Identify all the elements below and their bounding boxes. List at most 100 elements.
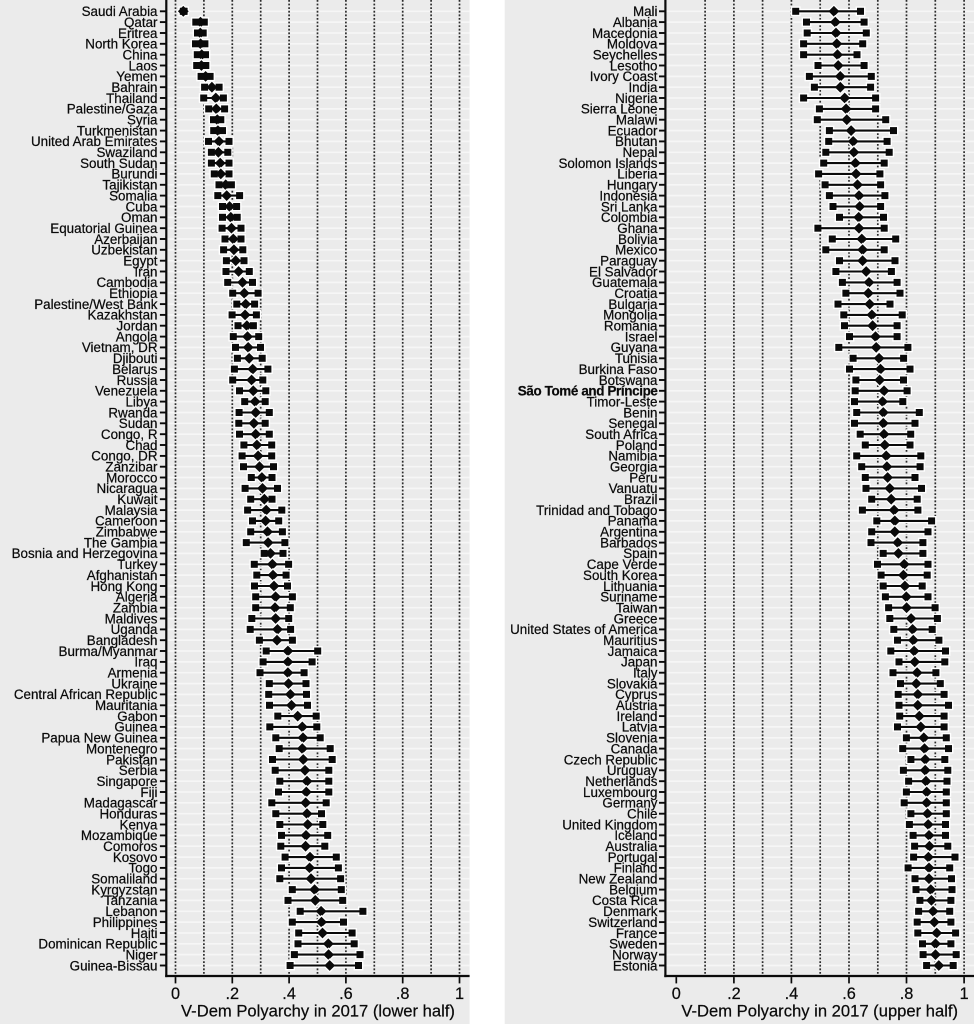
- svg-text:.6: .6: [842, 985, 856, 1003]
- svg-text:Spain: Spain: [623, 546, 657, 561]
- svg-text:.4: .4: [282, 985, 296, 1003]
- svg-text:Comoros: Comoros: [103, 839, 158, 854]
- svg-text:Guatemala: Guatemala: [592, 275, 658, 290]
- svg-text:V-Dem Polyarchy in 2017 (lower: V-Dem Polyarchy in 2017 (lower half): [181, 1001, 455, 1020]
- svg-text:Serbia: Serbia: [119, 763, 158, 778]
- svg-text:Venezuela: Venezuela: [95, 384, 158, 399]
- svg-text:Philippines: Philippines: [93, 915, 158, 930]
- svg-text:Somaliland: Somaliland: [91, 872, 157, 887]
- svg-text:Cameroon: Cameroon: [95, 514, 158, 529]
- svg-text:Pakistan: Pakistan: [106, 752, 157, 767]
- svg-text:Central African Republic: Central African Republic: [14, 687, 158, 702]
- svg-text:Palestine/West Bank: Palestine/West Bank: [34, 297, 158, 312]
- svg-text:Bosnia and Herzegovina: Bosnia and Herzegovina: [12, 546, 158, 561]
- svg-text:1: 1: [455, 985, 464, 1003]
- svg-text:Rwanda: Rwanda: [108, 405, 158, 420]
- svg-text:Armenia: Armenia: [108, 666, 158, 681]
- svg-text:Somalia: Somalia: [109, 188, 158, 203]
- svg-text:Barbados: Barbados: [600, 535, 658, 550]
- svg-text:Nepal: Nepal: [623, 145, 658, 160]
- svg-text:Afghanistan: Afghanistan: [87, 568, 158, 583]
- svg-text:Burma/Myanmar: Burma/Myanmar: [59, 644, 159, 659]
- svg-text:Costa Rica: Costa Rica: [592, 893, 658, 908]
- svg-text:Jordan: Jordan: [117, 319, 158, 334]
- svg-text:São Tomé and Príncipe: São Tomé and Príncipe: [518, 384, 658, 399]
- svg-text:Iran: Iran: [134, 264, 157, 279]
- svg-text:Oman: Oman: [121, 210, 157, 225]
- svg-text:Kyrgyzstan: Kyrgyzstan: [91, 882, 157, 897]
- svg-text:Timor-Leste: Timor-Leste: [587, 394, 658, 409]
- svg-text:Liberia: Liberia: [617, 167, 658, 182]
- svg-text:Tunisia: Tunisia: [615, 351, 658, 366]
- svg-text:Egypt: Egypt: [123, 254, 158, 269]
- svg-text:.2: .2: [727, 985, 741, 1003]
- svg-text:Mauritania: Mauritania: [95, 698, 158, 713]
- svg-text:Netherlands: Netherlands: [585, 774, 658, 789]
- svg-text:Sudan: Sudan: [119, 416, 158, 431]
- svg-text:Chad: Chad: [125, 438, 157, 453]
- svg-text:Canada: Canada: [611, 741, 658, 756]
- svg-text:Bahrain: Bahrain: [111, 80, 157, 95]
- svg-text:Nicaragua: Nicaragua: [96, 481, 158, 496]
- svg-text:Croatia: Croatia: [614, 286, 658, 301]
- svg-text:Peru: Peru: [629, 470, 657, 485]
- svg-text:Burkina Faso: Burkina Faso: [579, 362, 658, 377]
- svg-text:Finland: Finland: [614, 861, 658, 876]
- svg-text:Yemen: Yemen: [116, 69, 157, 84]
- svg-text:Mauritius: Mauritius: [603, 633, 658, 648]
- svg-text:Lebanon: Lebanon: [105, 904, 157, 919]
- svg-text:Malawi: Malawi: [616, 113, 658, 128]
- svg-text:V-Dem Polyarchy in 2017 (upper: V-Dem Polyarchy in 2017 (upper half): [681, 1001, 958, 1020]
- svg-text:Eritrea: Eritrea: [118, 26, 158, 41]
- svg-text:Iraq: Iraq: [134, 655, 157, 670]
- svg-text:Suriname: Suriname: [600, 590, 657, 605]
- svg-text:Haiti: Haiti: [131, 926, 158, 941]
- svg-text:Djibouti: Djibouti: [113, 351, 158, 366]
- svg-text:Austria: Austria: [616, 698, 658, 713]
- svg-text:0: 0: [171, 985, 180, 1003]
- svg-text:Mongolia: Mongolia: [603, 308, 658, 323]
- svg-text:Congo, DR: Congo, DR: [91, 449, 158, 464]
- svg-text:Mali: Mali: [633, 4, 658, 19]
- svg-text:Portugal: Portugal: [608, 850, 658, 865]
- svg-text:Guinea: Guinea: [114, 720, 158, 735]
- svg-text:Jamaica: Jamaica: [608, 644, 658, 659]
- svg-text:Georgia: Georgia: [610, 460, 658, 475]
- svg-text:Thailand: Thailand: [106, 91, 157, 106]
- svg-text:Zimbabwe: Zimbabwe: [96, 525, 158, 540]
- svg-text:Benin: Benin: [623, 405, 657, 420]
- svg-text:Mozambique: Mozambique: [81, 828, 158, 843]
- svg-text:Senegal: Senegal: [608, 416, 657, 431]
- svg-text:Hong Kong: Hong Kong: [90, 579, 157, 594]
- svg-text:Bhutan: Bhutan: [615, 134, 657, 149]
- svg-text:Tajikistan: Tajikistan: [102, 178, 157, 193]
- svg-text:Ireland: Ireland: [617, 709, 658, 724]
- svg-text:Montenegro: Montenegro: [86, 741, 157, 756]
- svg-text:Guyana: Guyana: [611, 340, 658, 355]
- svg-text:Azerbaijan: Azerbaijan: [94, 232, 157, 247]
- svg-text:Germany: Germany: [602, 796, 657, 811]
- svg-text:Ivory Coast: Ivory Coast: [590, 69, 658, 84]
- svg-text:El Salvador: El Salvador: [589, 264, 658, 279]
- svg-text:Bolivia: Bolivia: [618, 232, 658, 247]
- svg-text:Argentina: Argentina: [600, 525, 658, 540]
- svg-text:.4: .4: [785, 985, 799, 1003]
- svg-text:Latvia: Latvia: [622, 720, 658, 735]
- svg-text:Australia: Australia: [605, 839, 658, 854]
- svg-text:Malaysia: Malaysia: [105, 503, 158, 518]
- svg-text:Luxembourg: Luxembourg: [583, 785, 657, 800]
- svg-text:Honduras: Honduras: [99, 807, 157, 822]
- svg-text:Turkey: Turkey: [117, 557, 158, 572]
- svg-text:Namibia: Namibia: [608, 449, 658, 464]
- svg-text:Kenya: Kenya: [120, 817, 159, 832]
- svg-text:Sierra Leone: Sierra Leone: [581, 102, 658, 117]
- svg-text:The Gambia: The Gambia: [84, 535, 158, 550]
- svg-text:1: 1: [960, 985, 969, 1003]
- svg-text:Vietnam, DR: Vietnam, DR: [82, 340, 158, 355]
- svg-text:Switzerland: Switzerland: [588, 915, 657, 930]
- svg-text:Morocco: Morocco: [106, 470, 157, 485]
- svg-text:France: France: [616, 926, 658, 941]
- svg-text:Colombia: Colombia: [601, 210, 658, 225]
- svg-text:Taiwan: Taiwan: [616, 601, 658, 616]
- svg-text:Nigeria: Nigeria: [615, 91, 658, 106]
